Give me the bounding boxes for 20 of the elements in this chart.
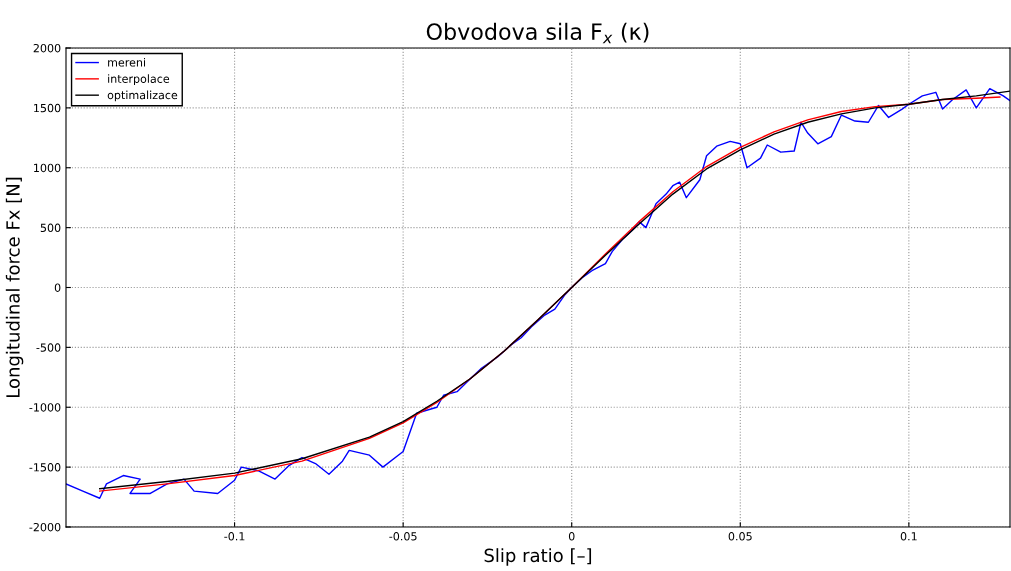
x-axis-title: Slip ratio [–] bbox=[484, 548, 592, 566]
y-axis-title: Longitudinal force Fx [N] bbox=[5, 177, 24, 398]
y-tick-label: 2000 bbox=[33, 43, 61, 53]
y-tick-label: -2000 bbox=[29, 522, 61, 532]
x-tick-label: -0.05 bbox=[389, 532, 417, 541]
y-tick-label: 1500 bbox=[34, 103, 61, 113]
x-tick-label: -0.1 bbox=[224, 532, 245, 541]
y-tick-label: 0 bbox=[54, 283, 61, 292]
y-tick-label: 500 bbox=[40, 223, 61, 232]
legend-label: optimalizace bbox=[107, 90, 178, 102]
x-tick-label: 0 bbox=[568, 532, 575, 541]
y-tick-label: -1000 bbox=[29, 403, 61, 412]
y-tick-label: 1000 bbox=[34, 163, 61, 173]
y-tick-label: -1500 bbox=[29, 463, 61, 472]
x-tick-label: 0.1 bbox=[900, 532, 917, 541]
chart-title: Obvodova sila F$_{x}$ (κ) bbox=[426, 22, 649, 44]
legend-label: interpolace bbox=[108, 74, 170, 86]
legend-label: mereni bbox=[108, 58, 146, 67]
y-tick-label: -500 bbox=[36, 343, 61, 352]
x-tick-label: 0.05 bbox=[728, 532, 752, 541]
